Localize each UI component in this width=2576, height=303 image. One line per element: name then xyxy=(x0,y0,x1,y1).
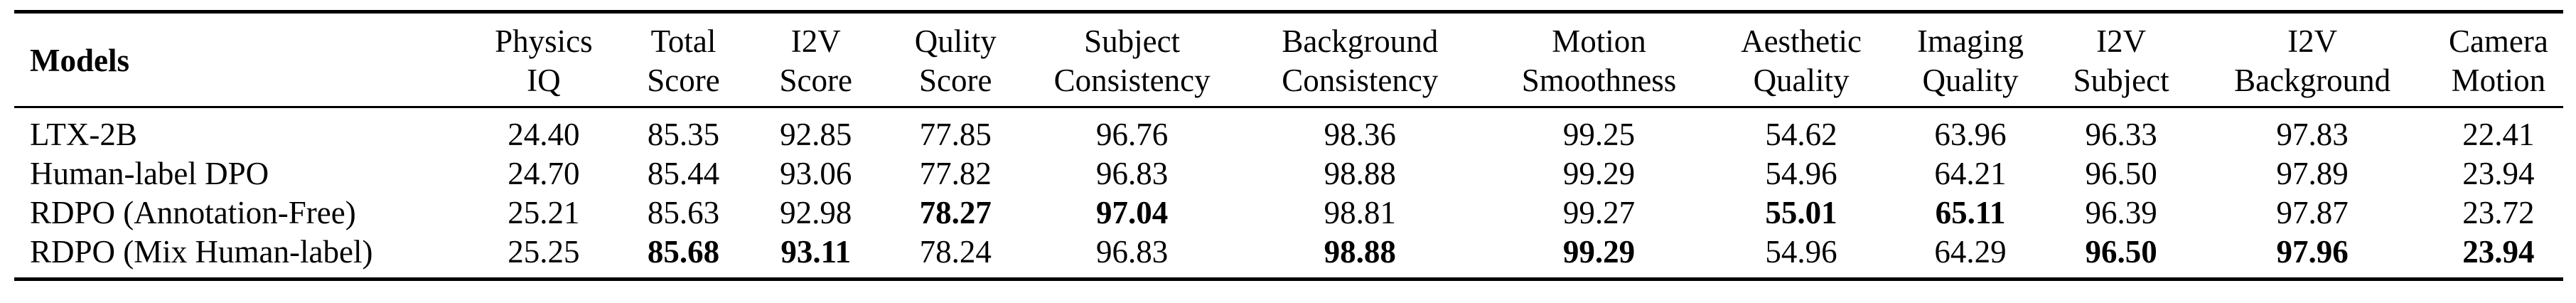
score-cell: 78.24 xyxy=(919,233,992,270)
column-header-line: Qulity xyxy=(914,23,997,59)
score-cell: 92.98 xyxy=(780,194,852,230)
column-header-line: Score xyxy=(919,62,992,98)
score-cell: 64.29 xyxy=(1934,233,2007,270)
model-name-cell: LTX-2B xyxy=(30,116,137,152)
column-header-line: Camera xyxy=(2448,23,2548,59)
score-cell: 97.89 xyxy=(2276,155,2349,191)
score-cell: 92.85 xyxy=(780,116,852,152)
score-cell: 85.68 xyxy=(647,233,720,270)
score-cell: 96.76 xyxy=(1095,116,1169,152)
column-header-line: Motion xyxy=(1552,23,1646,59)
column-header-line: Score xyxy=(779,62,852,98)
score-cell: 96.39 xyxy=(2085,194,2157,230)
column-header-line: Subject xyxy=(1084,23,1181,59)
score-cell: 54.62 xyxy=(1765,116,1837,152)
score-cell: 99.27 xyxy=(1562,194,1636,230)
column-header-line: Consistency xyxy=(1053,62,1211,98)
column-header: Background Consistency xyxy=(1235,12,1485,107)
column-header-line: Subject xyxy=(2073,62,2169,98)
column-header-line: Models xyxy=(30,43,129,79)
score-cell: 96.50 xyxy=(2085,155,2157,191)
score-cell: 23.94 xyxy=(2462,233,2535,270)
column-header-line: Background xyxy=(1282,23,1439,59)
model-name-cell: RDPO (Annotation-Free) xyxy=(30,194,356,230)
column-header-line: Quality xyxy=(1753,62,1850,98)
table-body: LTX-2B 24.40 85.35 92.85 77.85 96.76 98.36 99.2… xyxy=(14,107,2563,280)
column-header-line: I2V xyxy=(2096,23,2147,59)
score-cell: 96.83 xyxy=(1095,155,1169,191)
table-row: Human-label DPO 24.70 85.44 93.06 77.82 96.83… xyxy=(14,154,2563,193)
score-cell: 85.35 xyxy=(647,116,720,152)
score-cell: 97.96 xyxy=(2276,233,2349,270)
score-cell: 99.29 xyxy=(1562,233,1636,270)
score-cell: 65.11 xyxy=(1935,194,2006,230)
score-cell: 24.70 xyxy=(508,155,580,191)
score-cell: 22.41 xyxy=(2462,116,2535,152)
column-header: Total Score xyxy=(617,12,749,107)
column-header-line: Smoothness xyxy=(1521,62,1677,98)
score-cell: 54.96 xyxy=(1765,233,1837,270)
score-cell: 98.81 xyxy=(1324,194,1396,230)
header-row: Models Physics IQ Total Score I2V Score Qulity S… xyxy=(14,11,2563,107)
table-row: LTX-2B 24.40 85.35 92.85 77.85 96.76 98.36 99.2… xyxy=(14,107,2563,154)
score-cell: 78.27 xyxy=(919,194,992,230)
score-cell: 97.04 xyxy=(1095,194,1169,230)
score-cell: 99.29 xyxy=(1562,155,1636,191)
score-cell: 25.21 xyxy=(508,194,580,230)
score-cell: 85.63 xyxy=(647,194,720,230)
model-name-cell: Human-label DPO xyxy=(30,155,269,191)
score-cell: 96.50 xyxy=(2085,233,2157,270)
column-header: I2V Background xyxy=(2191,12,2433,107)
score-cell: 98.88 xyxy=(1324,155,1396,191)
results-table-container: Models Physics IQ Total Score I2V Score Qulity S… xyxy=(14,10,2563,281)
column-header-line: Total xyxy=(650,23,717,59)
column-header-models: Models xyxy=(14,12,470,107)
column-header-line: Consistency xyxy=(1282,62,1439,98)
score-cell: 98.88 xyxy=(1324,233,1396,270)
score-cell: 23.94 xyxy=(2462,155,2535,191)
table-row: RDPO (Mix Human-label) 25.25 85.68 93.11 78.… xyxy=(14,233,2563,280)
column-header-line: IQ xyxy=(527,62,561,98)
score-cell: 55.01 xyxy=(1765,194,1837,230)
column-header-line: Imaging xyxy=(1917,23,2024,59)
score-cell: 23.72 xyxy=(2462,194,2535,230)
column-header-line: Quality xyxy=(1922,62,2019,98)
table-row: RDPO (Annotation-Free) 25.21 85.63 92.98 78.… xyxy=(14,193,2563,233)
column-header-line: Motion xyxy=(2451,62,2546,98)
column-header: I2V Score xyxy=(750,12,882,107)
column-header: Qulity Score xyxy=(882,12,1029,107)
score-cell: 77.85 xyxy=(919,116,992,152)
column-header: Motion Smoothness xyxy=(1485,12,1713,107)
column-header: I2V Subject xyxy=(2051,12,2191,107)
score-cell: 96.83 xyxy=(1095,233,1169,270)
score-cell: 93.06 xyxy=(780,155,852,191)
score-cell: 97.87 xyxy=(2276,194,2349,230)
score-cell: 64.21 xyxy=(1934,155,2007,191)
table-header: Models Physics IQ Total Score I2V Score Qulity S… xyxy=(14,11,2563,107)
column-header-line: Physics xyxy=(495,23,593,59)
column-header: Physics IQ xyxy=(470,12,617,107)
model-name-cell: RDPO (Mix Human-label) xyxy=(30,233,373,270)
score-cell: 99.25 xyxy=(1562,116,1636,152)
column-header-line: I2V xyxy=(2287,23,2338,59)
results-table: Models Physics IQ Total Score I2V Score Qulity S… xyxy=(14,10,2563,281)
column-header-line: Background xyxy=(2234,62,2391,98)
score-cell: 25.25 xyxy=(508,233,580,270)
column-header-line: I2V xyxy=(790,23,841,59)
score-cell: 93.11 xyxy=(780,233,852,270)
score-cell: 97.83 xyxy=(2276,116,2349,152)
score-cell: 96.33 xyxy=(2085,116,2157,152)
score-cell: 24.40 xyxy=(508,116,580,152)
score-cell: 54.96 xyxy=(1765,155,1837,191)
column-header-line: Score xyxy=(647,62,720,98)
column-header-line: Aesthetic xyxy=(1741,23,1862,59)
column-header: Aesthetic Quality xyxy=(1713,12,1889,107)
score-cell: 63.96 xyxy=(1934,116,2007,152)
score-cell: 98.36 xyxy=(1324,116,1396,152)
score-cell: 77.82 xyxy=(919,155,992,191)
column-header: Imaging Quality xyxy=(1889,12,2051,107)
column-header: Camera Motion xyxy=(2434,12,2563,107)
score-cell: 85.44 xyxy=(647,155,720,191)
column-header: Subject Consistency xyxy=(1029,12,1235,107)
